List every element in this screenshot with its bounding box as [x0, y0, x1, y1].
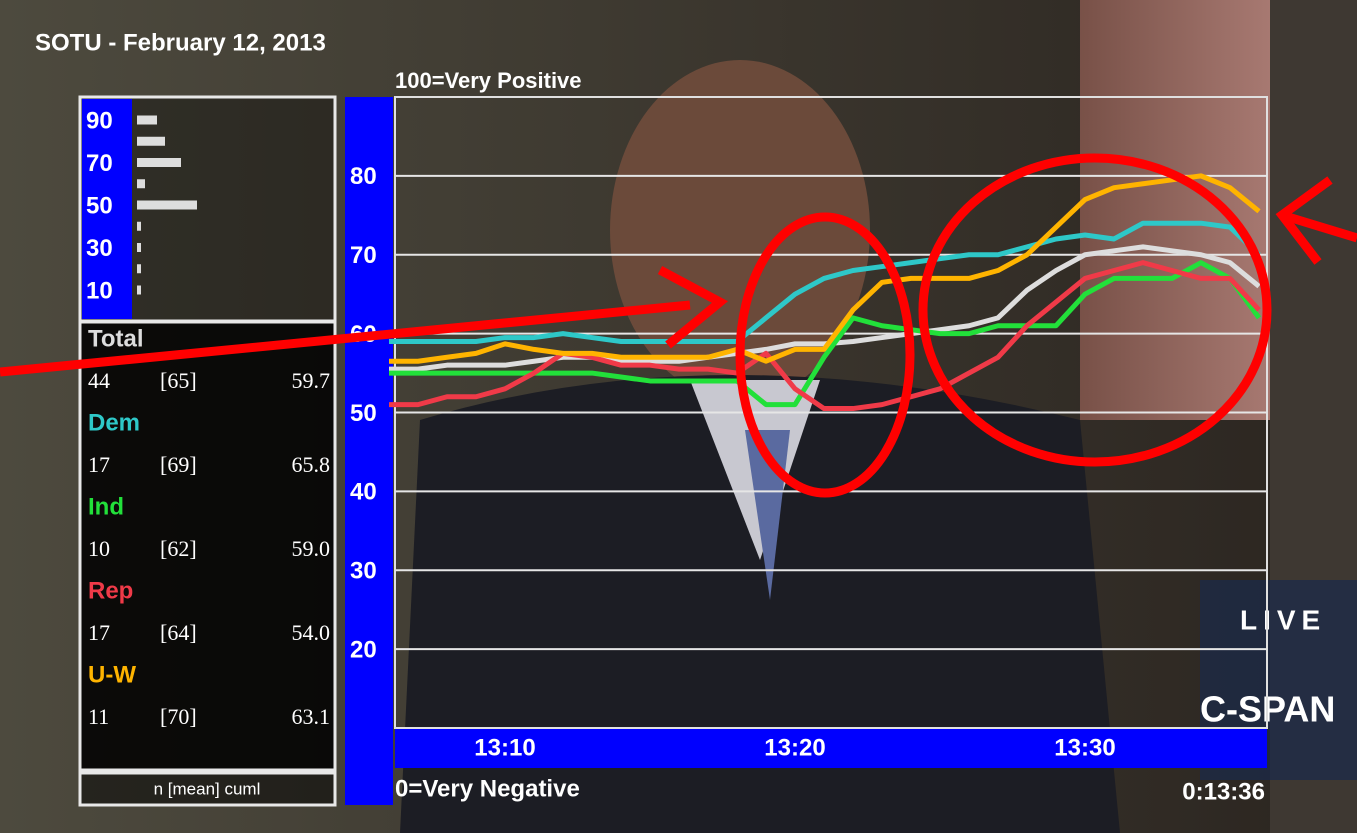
y-tick-label: 50: [350, 400, 377, 427]
series-line: [389, 260, 1261, 412]
legend-entry: Dem: [88, 409, 140, 436]
y-tick-label: 70: [86, 150, 113, 177]
bar: [137, 200, 197, 210]
stat-cell: [62]: [160, 536, 197, 561]
stat-cell: [70]: [160, 704, 197, 729]
y-tick-label: 10: [86, 277, 113, 304]
series-line: [389, 244, 1261, 372]
y-tick-label: 40: [350, 479, 377, 506]
histogram-label-strip: [82, 99, 132, 319]
legend-entry: Rep: [88, 577, 133, 604]
stat-cell: [64]: [160, 620, 197, 645]
stat-cell: 10: [88, 536, 110, 561]
series-line: [389, 173, 1261, 364]
y-tick-label: 70: [350, 242, 377, 269]
timer: 0:13:36: [1182, 778, 1265, 805]
x-axis-band: [395, 728, 1267, 768]
bar: [137, 243, 141, 252]
stat-cell: 44: [88, 368, 110, 393]
y-tick-label: 90: [86, 107, 113, 134]
y-axis-band: [345, 97, 393, 805]
stat-cell: [65]: [160, 368, 197, 393]
y-top-label: 100=Very Positive: [395, 68, 582, 93]
bar: [137, 264, 141, 274]
bar: [137, 158, 181, 167]
stat-cell: 65.8: [292, 452, 331, 477]
x-tick-label: 13:30: [1054, 734, 1115, 761]
bar: [137, 179, 145, 189]
legend-entry: U-W: [88, 661, 136, 688]
y-tick-label: 50: [86, 192, 113, 219]
series-line: [389, 220, 1261, 345]
y-bottom-label: 0=Very Negative: [395, 775, 580, 802]
live-badge: LIVE: [1240, 604, 1326, 635]
y-tick-label: 30: [350, 558, 377, 585]
stat-cell: [69]: [160, 452, 197, 477]
chart-title: SOTU - February 12, 2013: [35, 29, 326, 56]
bar: [137, 221, 141, 231]
y-tick-label: 80: [350, 163, 377, 190]
y-tick-label: 20: [350, 636, 377, 663]
stats-header-frame: [78, 771, 337, 807]
stat-cell: 59.0: [292, 536, 331, 561]
x-tick-label: 13:10: [474, 734, 535, 761]
stat-cell: 54.0: [292, 620, 331, 645]
stat-cell: 63.1: [292, 704, 331, 729]
stats-header: n [mean] cuml: [154, 779, 261, 798]
bar: [137, 285, 141, 295]
annotations: [0, 153, 1357, 498]
stat-cell: 17: [88, 620, 110, 645]
bar: [137, 115, 157, 125]
x-tick-label: 13:20: [764, 734, 825, 761]
stats-table: [78, 320, 337, 772]
stat-cell: 11: [88, 704, 109, 729]
stat-cell: 17: [88, 452, 110, 477]
y-tick-label: 30: [86, 235, 113, 262]
stat-cell: 59.7: [292, 368, 331, 393]
legend-entry: Total: [88, 325, 144, 352]
bar: [137, 136, 165, 146]
legend-entry: Ind: [88, 493, 124, 520]
